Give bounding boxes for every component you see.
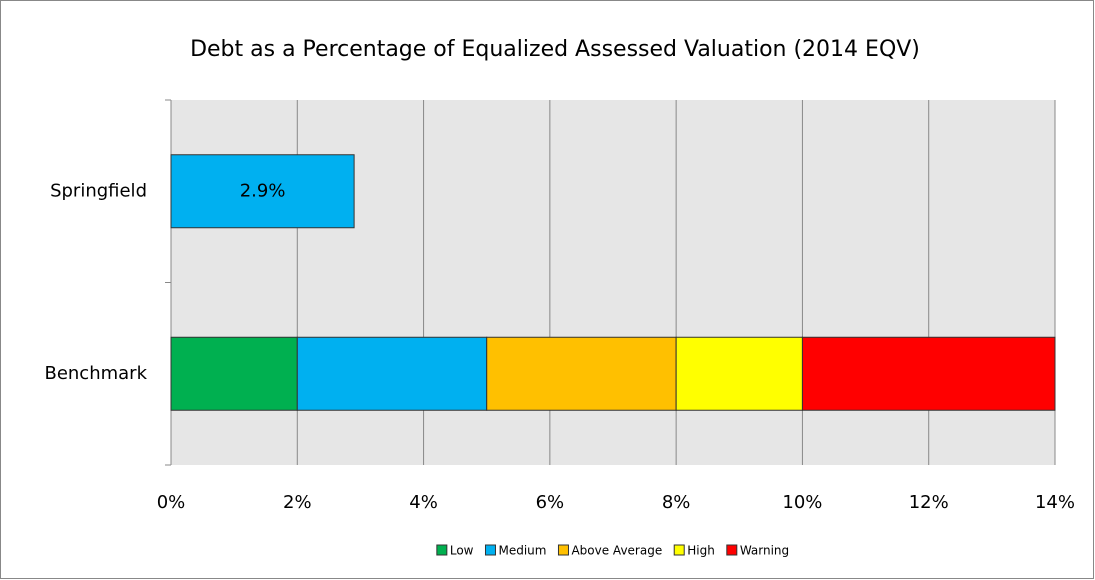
x-tick-label: 0% [157,492,186,513]
x-tick-label: 2% [283,492,312,513]
x-tick-label: 4% [409,492,438,513]
legend-swatch [726,544,738,556]
legend-swatch [557,544,569,556]
legend-label: Low [450,544,474,558]
bar-segment [486,336,677,411]
bar-segment [675,336,803,411]
legend-label: Warning [740,544,789,558]
y-tick-label: Benchmark [44,363,147,384]
legend-label: Above Average [571,544,662,558]
y-tick-label: Springfield [50,180,147,201]
x-tick-label: 6% [536,492,565,513]
data-label: 2.9% [240,180,286,201]
legend-swatch [436,544,448,556]
x-tick-label: 8% [662,492,691,513]
legend-label: High [687,544,715,558]
bar-segment [801,336,1056,411]
x-tick-label: 12% [909,492,949,513]
chart-title: Debt as a Percentage of Equalized Assess… [190,37,920,62]
legend-swatch [673,544,685,556]
bar-segment [170,154,355,229]
x-tick-label: 10% [782,492,822,513]
x-tick-label: 14% [1035,492,1075,513]
legend-label: Medium [498,544,546,558]
legend-swatch [484,544,496,556]
bar-segment [296,336,488,411]
bar-segment [170,336,298,411]
